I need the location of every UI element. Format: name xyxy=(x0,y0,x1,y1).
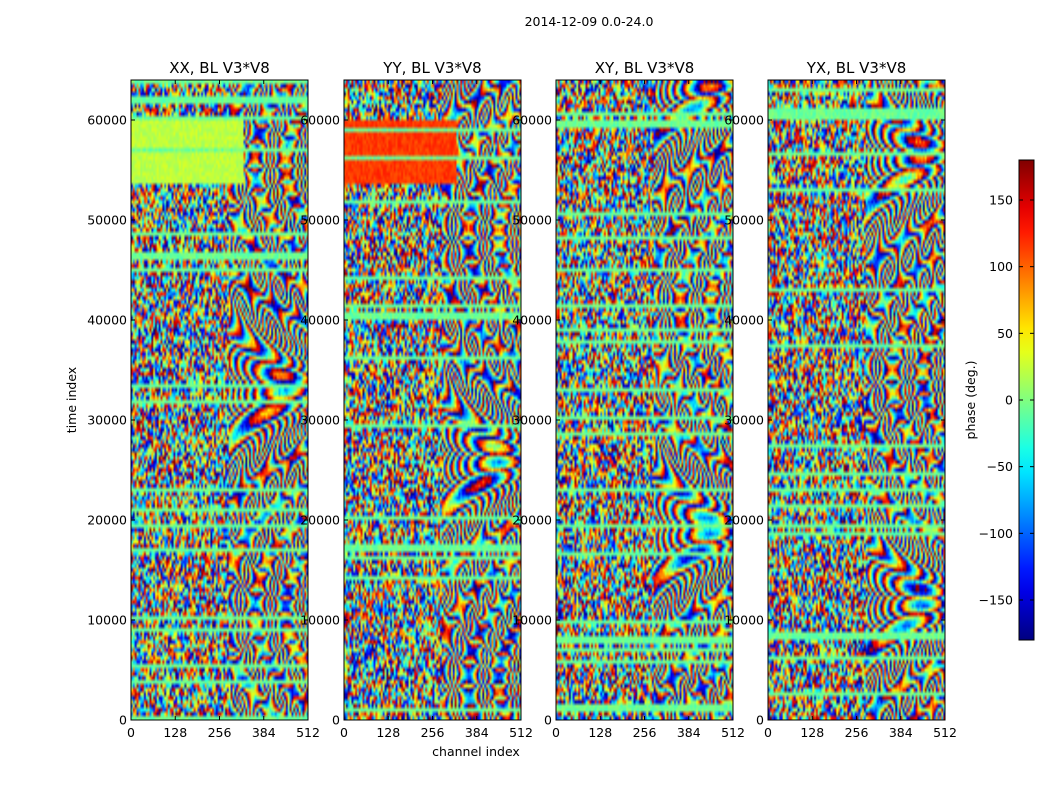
figure-title: 2014-12-09 0.0-24.0 xyxy=(525,14,654,29)
x-tick-label: 256 xyxy=(845,725,869,740)
y-tick-label: 50000 xyxy=(300,213,340,228)
x-axis-label: channel index xyxy=(432,744,520,759)
x-tick-label: 256 xyxy=(208,725,232,740)
panel-3: XY, BL V3*V8 0 128 256 384 512 0 10000 20000 3000… xyxy=(512,59,745,740)
colorbar-label: phase (deg.) xyxy=(963,361,978,440)
x-tick-label: 0 xyxy=(764,725,772,740)
y-tick-label: 0 xyxy=(332,713,340,728)
y-tick-label: 10000 xyxy=(724,613,764,628)
y-tick-label: 20000 xyxy=(300,513,340,528)
panel-title-2: YY, BL V3*V8 xyxy=(382,59,481,77)
x-tick-label: 384 xyxy=(465,725,489,740)
phase-map-1 xyxy=(131,80,308,720)
y-tick-label: 50000 xyxy=(724,213,764,228)
y-tick-label: 40000 xyxy=(87,313,127,328)
y-tick-label: 40000 xyxy=(724,313,764,328)
x-tick-label: 256 xyxy=(421,725,445,740)
y-tick-label: 60000 xyxy=(512,113,552,128)
y-tick-label: 30000 xyxy=(724,413,764,428)
x-tick-label: 128 xyxy=(376,725,400,740)
y-tick-label: 50000 xyxy=(87,213,127,228)
y-tick-label: 20000 xyxy=(87,513,127,528)
panel-title-4: YX, BL V3*V8 xyxy=(806,59,907,77)
y-axis-label: time index xyxy=(64,367,79,433)
colorbar-tick-label: 0 xyxy=(1005,393,1013,408)
y-tick-label: 0 xyxy=(756,713,764,728)
y-tick-label: 10000 xyxy=(512,613,552,628)
colorbar-tick-label: −150 xyxy=(979,593,1013,608)
y-tick-label: 10000 xyxy=(300,613,340,628)
y-tick-label: 30000 xyxy=(300,413,340,428)
x-tick-label: 512 xyxy=(509,725,533,740)
x-tick-label: 512 xyxy=(296,725,320,740)
panel-4: YX, BL V3*V8 0 128 256 384 512 0 10000 20000 3000… xyxy=(724,59,957,740)
y-tick-label: 20000 xyxy=(724,513,764,528)
x-tick-label: 384 xyxy=(677,725,701,740)
y-tick-label: 40000 xyxy=(512,313,552,328)
x-tick-label: 384 xyxy=(252,725,276,740)
x-tick-label: 512 xyxy=(933,725,957,740)
y-tick-label: 40000 xyxy=(300,313,340,328)
phase-map-4 xyxy=(768,80,945,720)
colorbar-tick-label: 100 xyxy=(989,259,1013,274)
phase-map-2 xyxy=(344,80,521,720)
x-tick-label: 128 xyxy=(588,725,612,740)
y-tick-label: 60000 xyxy=(724,113,764,128)
x-tick-label: 128 xyxy=(163,725,187,740)
x-tick-label: 128 xyxy=(800,725,824,740)
y-tick-label: 20000 xyxy=(512,513,552,528)
y-tick-label: 30000 xyxy=(512,413,552,428)
phase-map-3 xyxy=(556,80,733,720)
colorbar-tick-label: −100 xyxy=(979,526,1013,541)
colorbar-tick-label: −50 xyxy=(987,459,1013,474)
panel-title-3: XY, BL V3*V8 xyxy=(595,59,695,77)
x-tick-label: 0 xyxy=(340,725,348,740)
x-tick-label: 0 xyxy=(552,725,560,740)
y-tick-label: 0 xyxy=(119,713,127,728)
x-tick-label: 256 xyxy=(633,725,657,740)
panel-1: XX, BL V3*V8 0 128 256 384 512 0 10000 20000 3000… xyxy=(87,59,320,740)
y-tick-label: 50000 xyxy=(512,213,552,228)
y-tick-label: 30000 xyxy=(87,413,127,428)
panel-title-1: XX, BL V3*V8 xyxy=(169,59,270,77)
y-tick-label: 0 xyxy=(544,713,552,728)
x-tick-label: 512 xyxy=(721,725,745,740)
x-tick-label: 384 xyxy=(889,725,913,740)
y-tick-label: 60000 xyxy=(87,113,127,128)
panels: XX, BL V3*V8 0 128 256 384 512 0 10000 20000 3000… xyxy=(87,59,957,740)
panel-2: YY, BL V3*V8 0 128 256 384 512 0 10000 20000 3000… xyxy=(300,59,533,740)
y-tick-label: 60000 xyxy=(300,113,340,128)
colorbar: −150 −100 −50 0 50 100 150 xyxy=(979,159,1035,641)
x-tick-label: 0 xyxy=(127,725,135,740)
colorbar-tick-label: 50 xyxy=(997,326,1013,341)
y-tick-label: 10000 xyxy=(87,613,127,628)
colorbar-tick-label: 150 xyxy=(989,193,1013,208)
